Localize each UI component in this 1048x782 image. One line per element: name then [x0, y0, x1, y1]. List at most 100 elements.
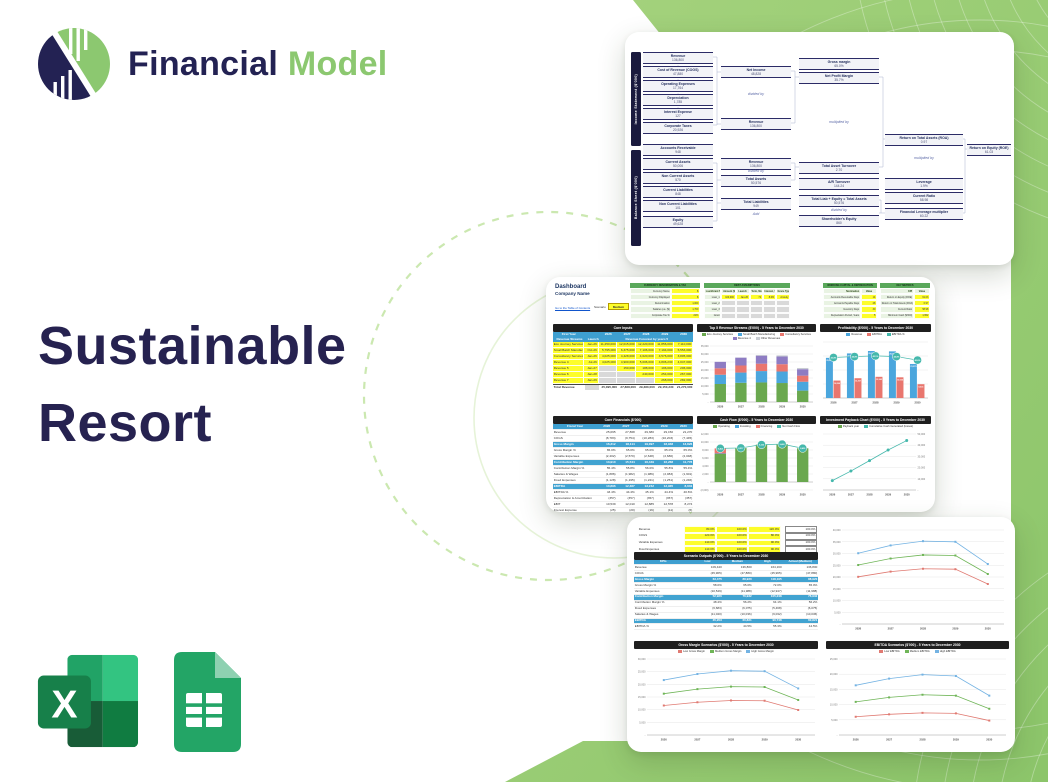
svg-text:2,000: 2,000	[702, 473, 709, 476]
panel-title: CURRENCY DENOMINATION & TAX	[630, 283, 700, 288]
table-cell: Annuity	[775, 294, 791, 301]
table-row: Depreciation Period, Years 5	[823, 312, 877, 319]
table-cell: 14	[860, 294, 877, 301]
chart-title: Top 5 Revenue Streams ($'000) - 5 Years …	[697, 324, 816, 332]
scenario-selector[interactable]: Medium	[607, 303, 630, 311]
balance-sheet-sidebar: Balance Sheet ($'000)	[631, 150, 641, 246]
table-row: Interest Expense (25) (20) (16) (11) (6)	[553, 508, 693, 512]
table-cell	[735, 306, 750, 313]
table-cell: 1,952	[913, 312, 930, 319]
legend-label: Medium EBITDA	[909, 649, 930, 653]
chart-bubble	[871, 351, 880, 361]
chart-marker	[696, 688, 699, 691]
legend-item: Low EBITDA	[879, 650, 900, 653]
table-cell: Jul-26	[584, 359, 599, 366]
table-cell: (1,221)	[635, 478, 655, 484]
table-row: Contribution Margin % 48.4% 56.2% 64.1% 56.2…	[634, 601, 818, 607]
table-cell: $	[671, 294, 700, 301]
company-name: Company Name	[555, 290, 590, 296]
table-cell: 65.0%	[722, 583, 753, 590]
key-metrics-panel: KEY METRICS KPI Value Return on Equity (RO…	[880, 283, 930, 319]
table-cell: Grace Type	[775, 288, 791, 295]
chart-marker	[797, 698, 800, 701]
chart-bar	[888, 351, 896, 398]
table-row: Gross Margin % 58.0% 65.0% 72.0% 65.0%	[634, 583, 818, 590]
svg-text:2027: 2027	[888, 627, 894, 631]
table-cell: 120.0%	[683, 532, 717, 540]
table-cell: Revenue 7	[553, 377, 585, 384]
flow-box: Shareholder's Equity 860	[799, 215, 879, 228]
legend-chip	[755, 336, 760, 340]
svg-text:2030: 2030	[800, 492, 806, 496]
table-cell: 2026	[598, 331, 618, 337]
panel-title: DEBT ASSUMPTIONS	[704, 283, 790, 288]
flow-operator: -	[677, 104, 679, 109]
table-cell: Variable Expenses	[634, 589, 693, 595]
flow-box: Non Current Liabilities 101	[643, 200, 713, 213]
svg-text:2027: 2027	[694, 737, 700, 741]
table-cell: 1,000	[671, 300, 700, 307]
flow-box-label: Return on Equity (ROE)	[969, 146, 1009, 150]
legend-item: Eco Journey Services	[702, 333, 733, 336]
flow-box: Net Income 48,828	[721, 66, 791, 79]
table-cell: 2027	[616, 423, 636, 430]
table-cell: 55.8%	[616, 466, 636, 472]
toc-link[interactable]: Go to the Table of Contents	[555, 305, 591, 310]
flow-operator: -	[677, 118, 679, 123]
svg-text:25,095: 25,095	[826, 360, 833, 362]
svg-text:2026: 2026	[853, 737, 859, 741]
table-cell: 40.6%	[673, 490, 693, 496]
table-cell: 188,000	[636, 365, 656, 372]
flow-box-label: Revenue	[670, 54, 686, 58]
table-cell: Corporate Tax %	[630, 312, 672, 319]
table-cell: Jan-28	[584, 371, 599, 378]
core-inputs-table: First Year 2026 2027 2028 2029 2030 Revenue St…	[553, 331, 694, 390]
table-cell: 12,015,000	[617, 341, 637, 348]
svg-text:-: -	[918, 489, 919, 492]
table-cell: (20)	[616, 508, 635, 512]
legend-item: Revenue 4	[732, 337, 751, 340]
table-cell: Gross Margin %	[634, 583, 693, 590]
flow-box-label: Total Liab + Equity = Total Assets	[811, 197, 867, 201]
table-cell: Medium	[722, 559, 753, 566]
table-cell: 90.0%	[748, 539, 781, 547]
chart-marker	[662, 692, 665, 695]
table-cell: Total Revenue	[553, 383, 585, 390]
title-line-1: Sustainable	[38, 316, 347, 376]
chart-bubble	[736, 443, 746, 453]
flow-box: Revenue 136,800	[721, 158, 791, 171]
table-cell: Return on Equity (ROE)	[880, 294, 914, 301]
flow-box-value: 48,828	[750, 72, 762, 77]
chart-marker	[797, 687, 800, 690]
table-row: COGS (8,783) (9,754) (10,283) (10,203) (7,445…	[553, 436, 693, 442]
svg-text:2026: 2026	[855, 627, 861, 631]
chart-bar-segment	[714, 453, 726, 482]
chart-title: Cash Flow ($'000) - 5 Years to December …	[697, 416, 816, 424]
income-statement-label: Income Statement ($'000)	[634, 73, 638, 125]
table-row: Revenue 5 Jan-27 150,000 188,000 196,000 206,…	[553, 365, 694, 372]
chart-marker	[986, 573, 989, 576]
table-cell: 12,885	[635, 502, 655, 508]
table-cell: 8,274	[673, 502, 693, 508]
table-cell: 12,010	[616, 502, 636, 508]
table-cell	[749, 312, 763, 319]
svg-text:2027: 2027	[852, 400, 858, 404]
chart-canvas: 12,000 10,000 8,000 6,000 4,000 2,000 - (2,000)…	[701, 433, 813, 496]
flow-box: Interest Expense 127	[643, 108, 713, 121]
flow-box-value: 949	[753, 204, 759, 209]
table-row: Inventory Days 30	[823, 306, 877, 313]
svg-text:2027: 2027	[738, 492, 744, 496]
dashboard-screenshot: Dashboard Company Name Go to the Table o…	[546, 277, 935, 512]
scenario-control: Scenario Medium	[594, 303, 630, 311]
chart-bar-segment	[735, 357, 747, 366]
svg-text:25,000: 25,000	[638, 671, 646, 674]
sheet-title: Dashboard	[555, 284, 587, 290]
flow-box: Cost of Revenue (COGS) 47,880	[643, 66, 713, 79]
table-cell: EBIT	[553, 502, 598, 508]
table-cell: (8,783)	[597, 436, 617, 442]
svg-text:-: -	[837, 734, 838, 737]
svg-text:15,000: 15,000	[830, 688, 838, 691]
table-cell: Revenue	[553, 430, 598, 436]
